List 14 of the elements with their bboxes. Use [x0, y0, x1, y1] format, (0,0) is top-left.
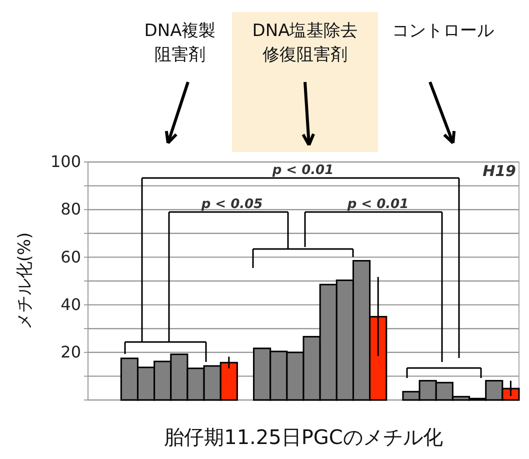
annotation: p < 0.01: [271, 163, 334, 178]
x-axis-title: 胎仔期11.25日PGCのメチル化: [164, 425, 443, 449]
y-axis-title: メチル化(%): [15, 232, 35, 330]
y-tick-label: 20: [60, 342, 81, 362]
text: DNA塩基除去修復阻害剤: [252, 21, 358, 65]
annotation: H19: [482, 162, 516, 180]
y-tick-label: 80: [60, 200, 81, 219]
y-tick-label: 40: [60, 294, 81, 314]
annotation: p < 0.05: [200, 197, 263, 212]
y-tick-label: 60: [60, 247, 81, 266]
y-tick-label: 100: [50, 152, 81, 172]
text: コントロール: [392, 21, 494, 41]
text: DNA複製阻害剤: [144, 21, 216, 65]
annotation: p < 0.01: [346, 197, 409, 212]
